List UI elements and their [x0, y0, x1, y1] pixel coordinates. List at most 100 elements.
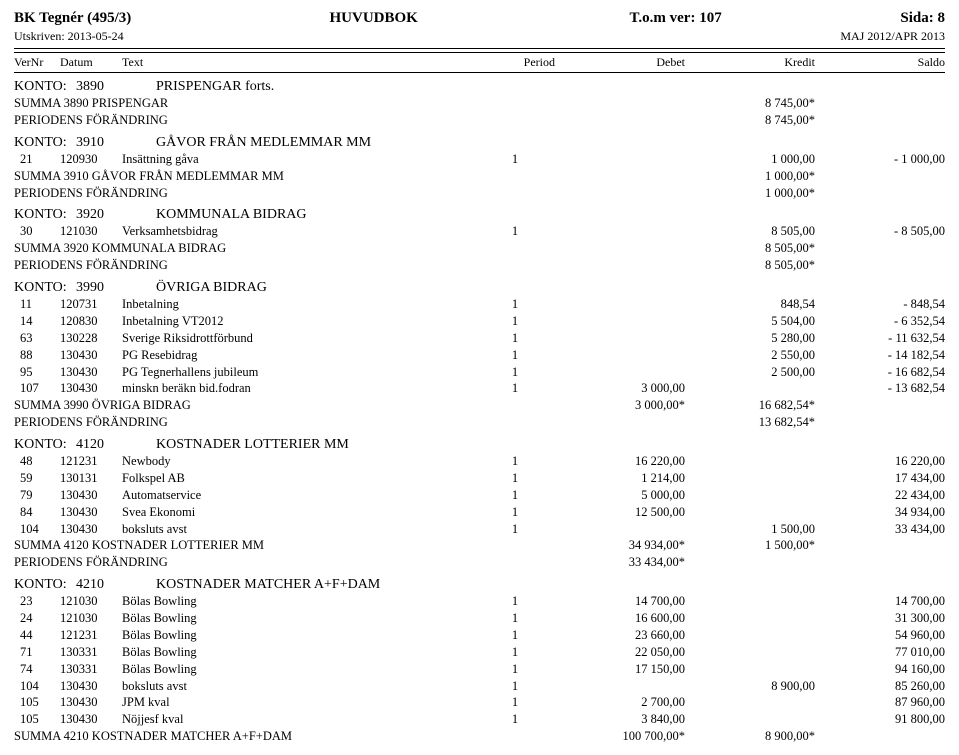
entry-vernr: 21 — [14, 151, 60, 168]
entry-saldo: 31 300,00 — [815, 610, 945, 627]
summa-text: PERIODENS FÖRÄNDRING — [14, 414, 475, 431]
entry-debet — [555, 330, 685, 347]
entry-row: 107130430minskn beräkn bid.fodran13 000,… — [14, 380, 945, 397]
summa-text: SUMMA 3910 GÅVOR FRÅN MEDLEMMAR MM — [14, 168, 475, 185]
entry-datum: 121231 — [60, 453, 122, 470]
entry-datum: 120930 — [60, 151, 122, 168]
entry-saldo: 34 934,00 — [815, 504, 945, 521]
entry-vernr: 84 — [14, 504, 60, 521]
konto-line: KONTO:3890PRISPENGAR forts. — [14, 79, 945, 95]
summa-text: SUMMA 3920 KOMMUNALA BIDRAG — [14, 240, 475, 257]
entry-debet: 3 840,00 — [555, 711, 685, 728]
konto-line: KONTO:3920KOMMUNALA BIDRAG — [14, 207, 945, 223]
entry-vernr: 88 — [14, 347, 60, 364]
summa-text: SUMMA 4210 KOSTNADER MATCHER A+F+DAM — [14, 728, 475, 745]
entry-datum: 130430 — [60, 380, 122, 397]
header-left: BK Tegnér (495/3) — [14, 10, 330, 27]
entry-text: boksluts avst — [122, 678, 475, 695]
entry-kredit: 1 500,00 — [685, 521, 815, 538]
col-debet: Debet — [555, 55, 685, 70]
konto-line: KONTO:4120KOSTNADER LOTTERIER MM — [14, 437, 945, 453]
konto-num: 3920 — [76, 207, 156, 223]
entry-period: 1 — [475, 364, 555, 381]
entry-datum: 130430 — [60, 711, 122, 728]
entry-kredit — [685, 711, 815, 728]
konto-line: KONTO:3990ÖVRIGA BIDRAG — [14, 280, 945, 296]
entry-vernr: 24 — [14, 610, 60, 627]
entry-vernr: 48 — [14, 453, 60, 470]
entry-kredit — [685, 487, 815, 504]
entry-row: 23121030Bölas Bowling114 700,0014 700,00 — [14, 593, 945, 610]
entry-text: boksluts avst — [122, 521, 475, 538]
col-saldo: Saldo — [815, 55, 945, 70]
entry-saldo: - 11 632,54 — [815, 330, 945, 347]
entry-row: 105130430Nöjjesf kval13 840,0091 800,00 — [14, 711, 945, 728]
summa-row: PERIODENS FÖRÄNDRING33 434,00* — [14, 554, 945, 571]
section: KONTO:3990ÖVRIGA BIDRAG11120731Inbetalni… — [14, 280, 945, 431]
entry-kredit: 2 500,00 — [685, 364, 815, 381]
entry-row: 63130228Sverige Riksidrottförbund15 280,… — [14, 330, 945, 347]
entry-text: Bölas Bowling — [122, 644, 475, 661]
entry-debet — [555, 347, 685, 364]
konto-num: 3910 — [76, 135, 156, 151]
entry-datum: 130430 — [60, 521, 122, 538]
summa-row: SUMMA 3990 ÖVRIGA BIDRAG3 000,00*16 682,… — [14, 397, 945, 414]
summa-debet — [555, 240, 685, 257]
entry-text: PG Resebidrag — [122, 347, 475, 364]
entry-saldo: 85 260,00 — [815, 678, 945, 695]
entry-saldo: - 8 505,00 — [815, 223, 945, 240]
entry-saldo: - 13 682,54 — [815, 380, 945, 397]
entry-kredit: 5 280,00 — [685, 330, 815, 347]
entry-kredit — [685, 504, 815, 521]
entry-kredit — [685, 661, 815, 678]
header-printed: Utskriven: 2013-05-24 — [14, 29, 480, 44]
entry-debet — [555, 678, 685, 695]
entry-kredit: 1 000,00 — [685, 151, 815, 168]
summa-text: PERIODENS FÖRÄNDRING — [14, 185, 475, 202]
entry-saldo: - 848,54 — [815, 296, 945, 313]
entry-vernr: 14 — [14, 313, 60, 330]
entry-period: 1 — [475, 610, 555, 627]
entry-text: Newbody — [122, 453, 475, 470]
summa-kredit: 13 682,54* — [685, 414, 815, 431]
col-kredit: Kredit — [685, 55, 815, 70]
entry-debet: 23 660,00 — [555, 627, 685, 644]
konto-line: KONTO:4210KOSTNADER MATCHER A+F+DAM — [14, 577, 945, 593]
entry-text: Inbetalning VT2012 — [122, 313, 475, 330]
entry-vernr: 79 — [14, 487, 60, 504]
entry-vernr: 30 — [14, 223, 60, 240]
entry-debet: 16 600,00 — [555, 610, 685, 627]
entry-period: 1 — [475, 678, 555, 695]
entry-period: 1 — [475, 330, 555, 347]
entry-datum: 120830 — [60, 313, 122, 330]
entry-datum: 130430 — [60, 364, 122, 381]
entry-debet: 1 214,00 — [555, 470, 685, 487]
entry-row: 95130430PG Tegnerhallens jubileum12 500,… — [14, 364, 945, 381]
summa-row: SUMMA 4120 KOSTNADER LOTTERIER MM34 934,… — [14, 537, 945, 554]
entry-row: 59130131Folkspel AB11 214,0017 434,00 — [14, 470, 945, 487]
entry-debet: 16 220,00 — [555, 453, 685, 470]
summa-row: PERIODENS FÖRÄNDRING 13 682,54* — [14, 414, 945, 431]
summa-text: PERIODENS FÖRÄNDRING — [14, 112, 475, 129]
entry-period: 1 — [475, 470, 555, 487]
konto-label: KONTO: — [14, 280, 76, 296]
summa-debet: 33 434,00* — [555, 554, 685, 571]
entry-saldo: - 14 182,54 — [815, 347, 945, 364]
entry-text: Svea Ekonomi — [122, 504, 475, 521]
summa-debet: 100 700,00* — [555, 728, 685, 745]
entry-saldo: 94 160,00 — [815, 661, 945, 678]
entry-saldo: 54 960,00 — [815, 627, 945, 644]
header-row: BK Tegnér (495/3) HUVUDBOK T.o.m ver: 10… — [14, 10, 945, 27]
entry-kredit — [685, 610, 815, 627]
summa-debet — [555, 168, 685, 185]
entry-period: 1 — [475, 223, 555, 240]
entry-debet: 14 700,00 — [555, 593, 685, 610]
entry-saldo: 33 434,00 — [815, 521, 945, 538]
entry-period: 1 — [475, 627, 555, 644]
konto-name: ÖVRIGA BIDRAG — [156, 280, 945, 296]
entry-datum: 130228 — [60, 330, 122, 347]
entry-text: Verksamhetsbidrag — [122, 223, 475, 240]
entry-debet — [555, 296, 685, 313]
summa-row: PERIODENS FÖRÄNDRING1 000,00* — [14, 185, 945, 202]
entry-vernr: 59 — [14, 470, 60, 487]
